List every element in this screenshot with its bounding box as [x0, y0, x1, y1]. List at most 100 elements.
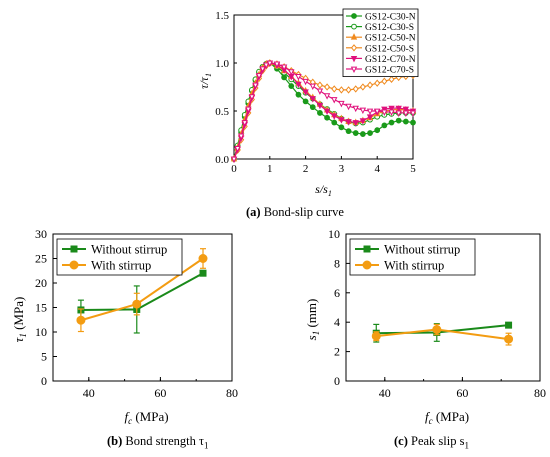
caption-c-sub: 1	[464, 440, 469, 451]
chart-a-point	[395, 117, 402, 124]
chart-a-point	[410, 119, 416, 126]
chart-a-point	[331, 85, 338, 93]
chart-a-point	[316, 102, 324, 110]
chart-c-legend-marker	[363, 245, 371, 253]
chart-a-point	[331, 119, 338, 126]
chart-a-point	[295, 74, 302, 81]
chart-a-point	[359, 83, 366, 91]
chart-a-point	[323, 93, 331, 100]
chart-c-ytick-label: 10	[328, 227, 340, 241]
chart-a-xtick-label: 0	[231, 163, 237, 175]
caption-b-tag: (b)	[107, 434, 123, 448]
chart-a-point	[373, 108, 381, 116]
chart-b-point	[76, 315, 86, 325]
chart-a-legend-label: GS12-C70-S	[365, 66, 414, 76]
chart-b-legend-marker	[69, 260, 79, 270]
chart-b-xtick-label: 40	[83, 386, 95, 400]
chart-a-legend-marker	[350, 44, 358, 52]
caption-b-sub: 1	[204, 440, 209, 451]
chart-c-legend-box	[349, 238, 476, 276]
caption-a-text: Bond-slip curve	[263, 205, 344, 219]
chart-b-xtick-label: 80	[226, 386, 238, 400]
chart-a-point	[395, 110, 402, 117]
chart-a-point	[241, 120, 248, 127]
caption-c-text: Peak slip s	[411, 434, 465, 448]
chart-a-legend-marker	[351, 13, 357, 19]
chart-c-legend-marker	[362, 260, 372, 270]
chart-a-legend-marker	[351, 23, 357, 30]
caption-a: (a) Bond-slip curve	[246, 205, 344, 220]
chart-a-xtick-label: 2	[303, 163, 309, 175]
chart-a-point	[338, 86, 345, 94]
chart-c-point	[505, 321, 513, 329]
caption-c: (c) Peak slip s1	[394, 434, 469, 451]
chart-a-legend-box	[342, 8, 419, 77]
chart-a-point	[324, 114, 330, 121]
chart-a-point	[345, 103, 352, 111]
chart-b-ytick-label: 25	[35, 252, 47, 266]
chart-c-xtick-label: 40	[379, 386, 391, 400]
chart-a-legend-label: GS12-C50-S	[365, 44, 414, 54]
chart-b-legend-label: Without stirrup	[91, 243, 167, 257]
chart-a-frame	[233, 14, 414, 160]
chart-a-point	[295, 81, 302, 89]
chart-b-point	[132, 299, 142, 309]
chart-a-xtick-label: 3	[339, 163, 345, 175]
chart-a-point	[359, 118, 367, 125]
chart-a-point	[309, 96, 316, 103]
chart-c-xtick-label: 80	[534, 386, 546, 400]
chart-a-point	[338, 124, 345, 131]
chart-a-xtick-label: 5	[410, 163, 416, 175]
chart-a-point	[331, 97, 338, 104]
caption-b: (b) Bond strength τ1	[107, 434, 209, 451]
chart-a-point	[352, 120, 359, 127]
chart-a-point	[252, 82, 259, 90]
chart-c-ytick-label: 4	[334, 315, 340, 329]
chart-b-legend-marker	[70, 245, 78, 253]
chart-a-point	[302, 78, 309, 86]
chart-a-legend-label: GS12-C30-S	[365, 23, 414, 33]
chart-c-point	[432, 325, 442, 335]
chart-a-point	[245, 106, 252, 114]
chart-a-point	[309, 83, 316, 91]
chart-a-point	[280, 64, 288, 71]
chart-b-xtick-label: 60	[154, 386, 166, 400]
chart-a-point	[395, 105, 402, 113]
chart-a-point	[230, 156, 238, 164]
chart-a-point	[402, 106, 410, 114]
chart-a-legend-label: GS12-C50-N	[365, 34, 416, 44]
chart-c-legend-label: Without stirrup	[384, 243, 460, 257]
chart-b-point	[198, 254, 208, 263]
chart-b-legend-box	[56, 238, 183, 276]
chart-a-point	[388, 75, 395, 84]
chart-b-ytick-label: 5	[41, 350, 47, 364]
chart-a-point	[381, 122, 388, 129]
caption-a-tag: (a)	[246, 205, 261, 219]
chart-a-point	[388, 109, 395, 116]
chart-a-point	[345, 119, 352, 126]
chart-b-ytick-label: 30	[35, 227, 47, 241]
chart-a-point	[237, 133, 245, 140]
chart-b-xlabel: fc (MPa)	[124, 409, 168, 426]
chart-b: 40 60 80 0 5 10 15 20 25 30 fc (MPa) τ1 (MPa) Withou…	[11, 227, 238, 426]
chart-a-point	[381, 77, 388, 85]
chart-a-legend: GS12-C30-NGS12-C30-SGS12-C50-NGS12-C50-S…	[342, 8, 419, 77]
chart-b-series-line	[80, 272, 204, 311]
chart-a: 0 1 2 3 4 50.00.51.01.5s/s1τ/τ1GS12-C30-NGS12…	[197, 8, 419, 198]
chart-a-xtick-label: 1	[267, 163, 273, 175]
chart-a-point	[295, 91, 302, 98]
caption-b-text: Bond strength τ	[125, 434, 205, 448]
chart-c-series-line	[376, 328, 509, 341]
chart-a-point	[248, 94, 256, 101]
chart-a-point	[288, 83, 295, 89]
chart-a-point	[352, 130, 359, 136]
chart-a-point	[263, 62, 270, 69]
chart-a-legend-label: GS12-C30-N	[365, 13, 416, 23]
chart-a-point	[366, 81, 374, 89]
chart-c-series	[371, 323, 514, 346]
chart-a-point	[255, 73, 263, 80]
caption-c-tag: (c)	[394, 434, 408, 448]
chart-a-point	[273, 61, 281, 68]
chart-b-ytick-label: 20	[35, 276, 47, 290]
